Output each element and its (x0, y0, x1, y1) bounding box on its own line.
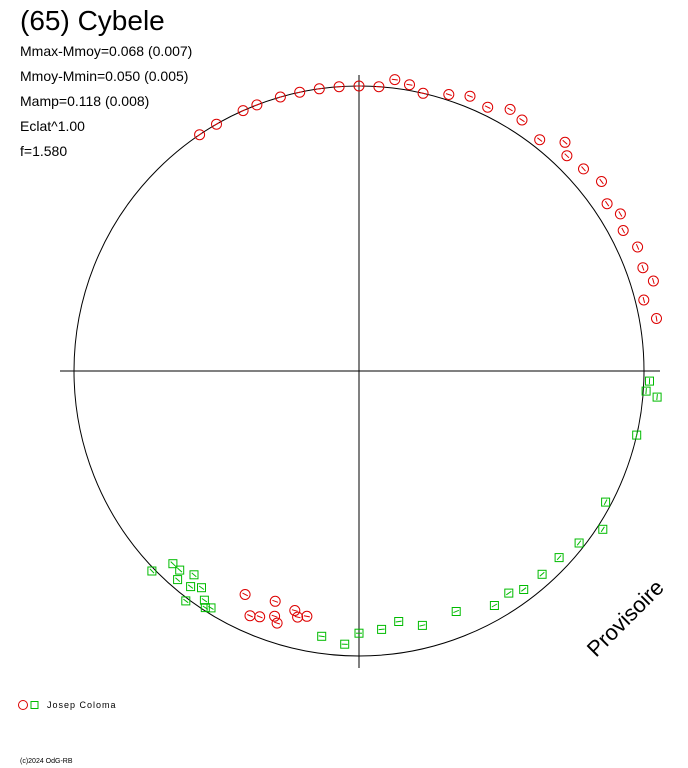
data-point-square (175, 565, 185, 575)
data-point-square (537, 569, 547, 579)
data-point-circle (637, 262, 649, 274)
data-point-square (186, 582, 196, 592)
data-point-square (168, 559, 178, 569)
stat-mamp: Mamp=0.118 (0.008) (20, 93, 150, 109)
data-point-square (641, 386, 651, 396)
data-point-circle (464, 90, 476, 102)
data-point-circle (373, 81, 385, 93)
data-point-circle (251, 99, 263, 111)
data-point-circle (194, 129, 206, 141)
data-point-square (394, 617, 404, 626)
data-point-square (181, 596, 191, 606)
data-point-square (519, 585, 529, 594)
data-point-square (377, 624, 387, 634)
data-point-circle (274, 91, 286, 103)
data-point-circle (482, 101, 494, 113)
data-point-circle (271, 617, 283, 629)
data-point-square (645, 376, 654, 386)
data-point-circle (638, 294, 650, 306)
data-point-square (652, 392, 662, 402)
data-point-square (632, 430, 642, 440)
data-point-square (574, 538, 584, 548)
data-point-circle (269, 610, 281, 622)
data-point-square (199, 595, 209, 605)
data-point-circle (578, 163, 589, 175)
data-point-square (317, 631, 327, 641)
data-point-circle (269, 595, 281, 607)
page-title: (65) Cybele (20, 5, 165, 36)
data-point-square (200, 603, 210, 613)
legend-circle-icon (18, 700, 28, 710)
data-point-square (340, 639, 350, 649)
data-point-circle (404, 79, 415, 91)
data-point-circle (333, 81, 345, 93)
data-point-circle (289, 605, 301, 616)
stat-mmoy-mmin: Mmoy-Mmin=0.050 (0.005) (20, 68, 189, 84)
data-point-circle (353, 80, 365, 92)
data-point-square (173, 575, 183, 585)
data-point-circle (561, 150, 573, 162)
data-point-circle (596, 176, 607, 187)
legend-label: Josep Coloma (47, 700, 117, 710)
data-point-circle (632, 241, 644, 253)
data-point-circle (301, 610, 313, 622)
data-point-circle (244, 610, 256, 622)
data-point-circle (417, 87, 429, 99)
provisoire-watermark: Provisoire (582, 575, 669, 662)
copyright: (c)2024 OdG-RB (20, 758, 73, 765)
data-point-circle (254, 611, 266, 623)
data-point-square (554, 553, 564, 563)
data-point-circle (504, 103, 516, 115)
data-point-circle (601, 198, 613, 210)
data-point-square (189, 570, 199, 580)
data-point-square (147, 566, 157, 576)
data-point-circle (516, 114, 528, 126)
data-point-square (354, 628, 364, 638)
data-point-square (601, 497, 611, 507)
stat-frequency: f=1.580 (20, 143, 68, 159)
data-point-circle (294, 86, 306, 98)
stat-eclat: Eclat^1.00 (20, 118, 85, 134)
data-point-square (451, 607, 461, 616)
data-point-square (598, 524, 608, 534)
data-point-circle (211, 118, 222, 130)
data-point-circle (559, 136, 571, 148)
data-point-circle (237, 105, 249, 117)
data-point-square (206, 603, 216, 613)
data-point-circle (292, 611, 304, 623)
data-point-circle (443, 89, 455, 100)
data-point-circle (239, 589, 251, 600)
legend-square-icon (30, 701, 39, 709)
data-point-circle (651, 313, 662, 324)
data-point-circle (313, 83, 325, 95)
data-point-square (504, 588, 514, 598)
data-point-square (417, 620, 427, 630)
data-point-circle (617, 225, 629, 236)
data-point-circle (389, 74, 401, 86)
data-point-square (197, 583, 206, 593)
data-point-circle (534, 134, 546, 146)
data-marks (147, 74, 662, 649)
stat-mmax-mmoy: Mmax-Mmoy=0.068 (0.007) (20, 43, 193, 59)
data-point-circle (647, 275, 659, 287)
data-point-square (489, 601, 499, 610)
data-point-circle (614, 208, 626, 220)
